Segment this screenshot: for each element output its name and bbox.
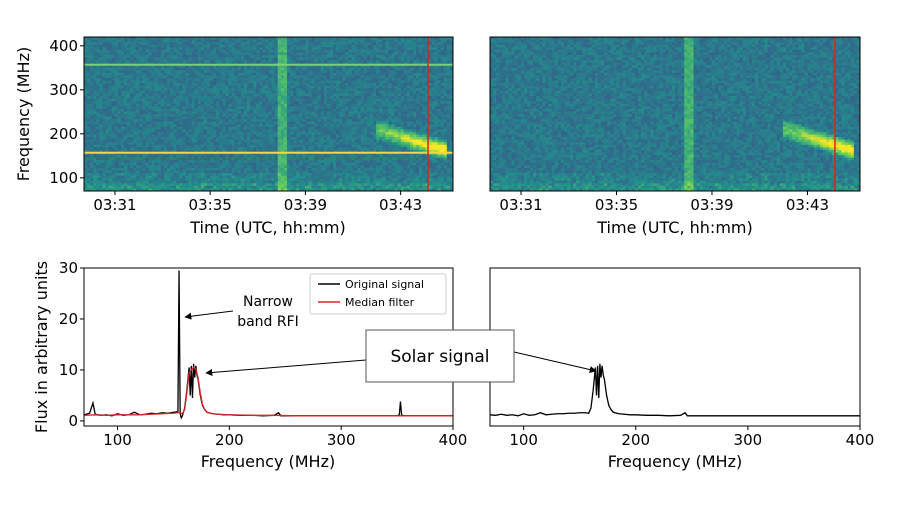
legend-label-median: Median filter [345,296,415,309]
heatmap-cells [490,37,860,191]
solar-arrow-left [205,359,367,376]
solar-callout: Solar signal [205,329,597,383]
y-axis-label: Frequency (MHz) [14,47,33,181]
solar-arrow-right [513,351,597,373]
spectrogram-cleaned: 03:31 03:35 03:39 03:43 Time (UTC, hh:mm) [489,36,861,237]
rfi-annotation-line2: band RFI [237,314,299,330]
solar-callout-box [365,329,515,383]
spectrum-cleaned: 100 200 300 400 Frequency (MHz) [489,267,874,471]
heatmap-cells [84,37,453,191]
solar-callout-label: Solar signal [390,347,489,367]
legend: Original signal Median filter [309,273,447,315]
axes-frame [489,267,861,427]
rfi-annotation-line1: Narrow [243,294,293,310]
axes-frame [489,36,861,192]
x-axis-label: Time (UTC, hh:mm) [596,218,752,237]
y-axis-label: Flux in arbitrary units [32,261,51,433]
x-axis-label: Time (UTC, hh:mm) [189,218,345,237]
plot-lines [84,270,453,420]
axis-ticks: 03:31 03:35 03:39 03:43 [499,191,829,214]
legend-box [309,273,447,315]
plot-lines [490,363,860,417]
x-axis-label: Frequency (MHz) [201,452,335,471]
axis-ticks: 100 200 300 400 [509,426,874,449]
x-axis-label: Frequency (MHz) [608,452,742,471]
legend-label-original: Original signal [345,278,424,291]
axes-frame [83,36,454,192]
rfi-arrow [184,310,234,320]
